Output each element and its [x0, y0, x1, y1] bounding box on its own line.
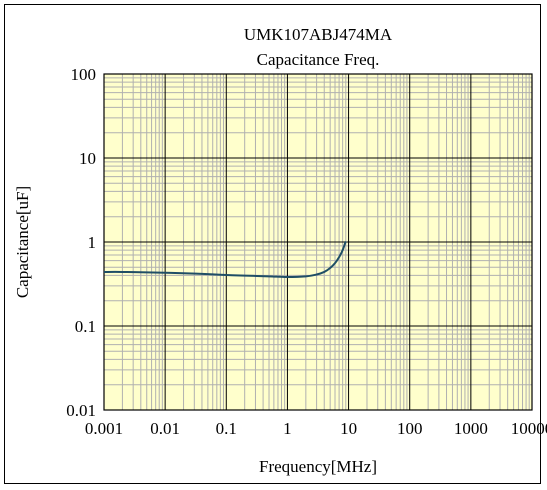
chart-subtitle: Capacitance Freq.	[257, 50, 380, 69]
series-line-0	[103, 240, 347, 279]
chart-title: UMK107ABJ474MA	[244, 25, 393, 44]
x-tick-label: 0.01	[150, 419, 180, 438]
plot-border	[103, 73, 533, 411]
y-axis-title: Capacitance[uF]	[13, 186, 32, 298]
y-tick-label: 1	[88, 233, 97, 252]
x-tick-label: 0.001	[85, 419, 123, 438]
x-tick-label: 10000	[511, 419, 547, 438]
x-tick-label: 100	[397, 419, 423, 438]
y-tick-label: 0.1	[75, 317, 96, 336]
series-layer	[103, 240, 347, 279]
x-axis-title: Frequency[MHz]	[259, 457, 377, 476]
x-tick-label: 0.1	[216, 419, 237, 438]
x-tick-label: 1000	[454, 419, 488, 438]
y-tick-label: 10	[79, 149, 96, 168]
y-tick-label: 0.01	[66, 401, 96, 420]
y-tick-label: 100	[71, 65, 97, 84]
x-tick-label: 10	[340, 419, 357, 438]
x-tick-label: 1	[283, 419, 292, 438]
